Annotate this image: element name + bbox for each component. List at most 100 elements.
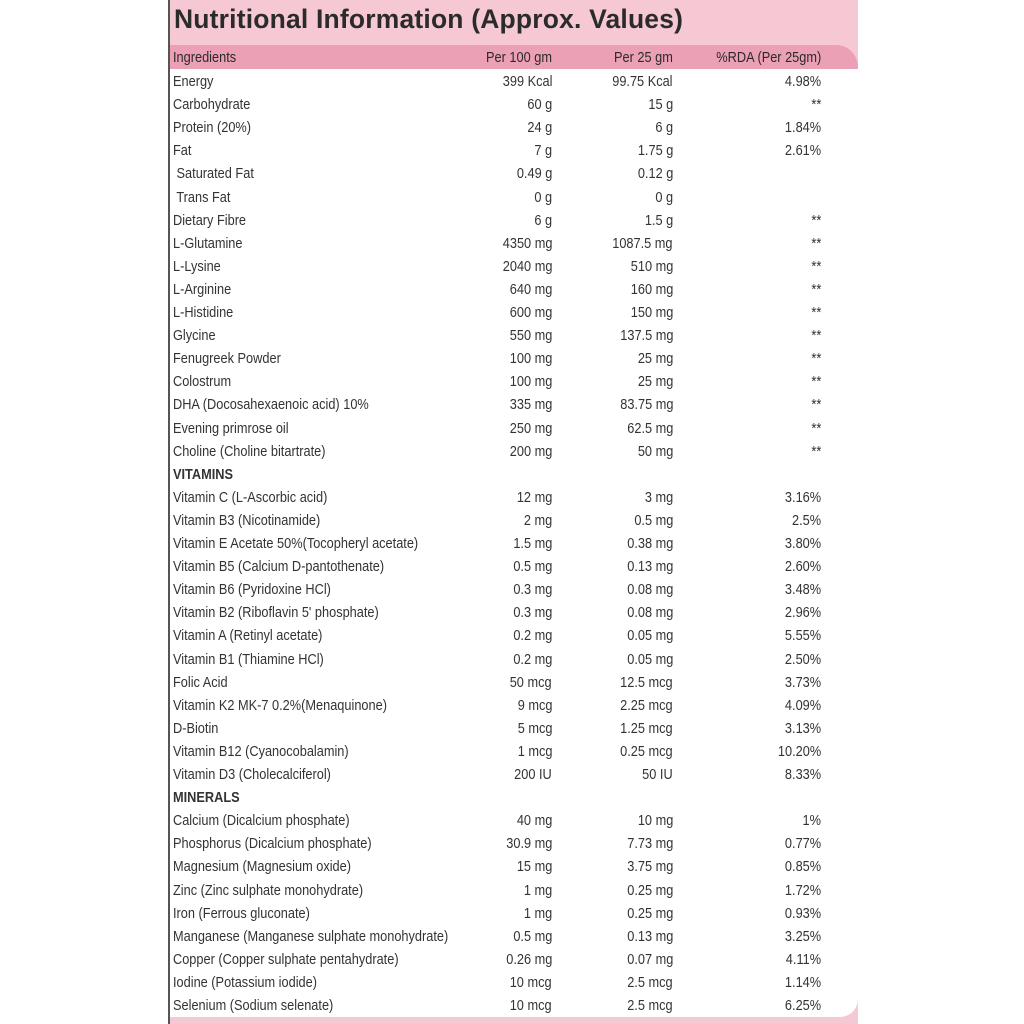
rda-value: 4.98% [784,74,821,90]
table-row: L-Lysine 2040 mg 510 mg ** [170,256,858,279]
per-25gm-value: 0.25 mg [626,882,673,899]
per-25gm-value: 25 mg [637,351,673,368]
per-100gm-value: 550 mg [509,328,552,345]
table-row: DHA (Docosahexaenoic acid) 10% 335 mg 83.7… [170,394,858,417]
per-100gm-value: 9 mcg [517,697,552,714]
table-row: Iodine (Potassium iodide) 10 mcg 2.5 mcg 1.… [170,972,858,995]
per-25gm-value: 83.75 mg [619,397,673,414]
per-25gm-value: 0.25 mcg [620,743,673,760]
ingredient-name: Glycine [173,328,216,345]
per-100gm-value: 4350 mg [502,235,552,252]
rda-value: 1% [802,813,821,830]
table-body [170,69,858,1017]
ingredient-name: Iodine (Potassium iodide) [173,974,317,991]
ingredient-name: Vitamin B3 (Nicotinamide) [173,512,321,529]
table-row: Calcium (Dicalcium phosphate) 40 mg 10 mg 1… [170,810,858,833]
ingredient-name: Vitamin D3 (Cholecalciferol) [173,767,331,783]
per-25gm-value: 25 mg [637,374,673,391]
ingredient-name: Vitamin B12 (Cyanocobalamin) [173,743,349,760]
per-100gm-value: 250 mg [509,420,552,437]
per-100gm-value: 335 mg [509,397,552,414]
per-100gm-value: 100 mg [509,351,552,368]
per-25gm-value: 0.05 mg [626,651,673,668]
ingredient-name: Vitamin A (Retinyl acetate) [173,628,323,645]
per-100gm-value: 399 Kcal [502,74,552,90]
per-100gm-value: 2040 mg [502,258,552,275]
per-100gm-value: 2 mg [523,512,552,529]
per-25gm-value: 137.5 mg [619,328,673,345]
per-25gm-value: 6 g [655,120,673,137]
rda-value: ** [811,97,821,114]
per-25gm-value: 1087.5 mg [612,235,673,252]
per-25gm-value: 50 mg [637,443,673,460]
ingredient-name: Vitamin B6 (Pyridoxine HCl) [173,582,331,599]
column-header-per-100gm: Per 100 gm [486,50,552,66]
table-row: Evening primrose oil 250 mg 62.5 mg ** [170,418,858,441]
ingredient-name: DHA (Docosahexaenoic acid) 10% [173,397,369,414]
rda-value: ** [811,235,821,252]
rda-value: ** [811,397,821,414]
table-row: Protein (20%) 24 g 6 g 1.84% [170,117,858,140]
rda-value: ** [811,328,821,345]
table-row: Vitamin B2 (Riboflavin 5' phosphate) 0.3 … [170,602,858,625]
per-100gm-value: 5 mcg [517,720,552,737]
rda-value: ** [811,443,821,460]
per-25gm-value: 7.73 mg [626,836,673,853]
ingredient-name: Vitamin B2 (Riboflavin 5' phosphate) [173,605,379,622]
ingredient-name: Saturated Fat [173,166,254,183]
table-row: L-Glutamine 4350 mg 1087.5 mg ** [170,233,858,256]
ingredient-name: Vitamin B1 (Thiamine HCl) [173,651,324,668]
ingredient-name: Magnesium (Magnesium oxide) [173,859,352,876]
table-row: Manganese (Manganese sulphate monohydrat… [170,926,858,949]
rda-value: 5.55% [784,628,821,645]
ingredient-name: Vitamin C (L-Ascorbic acid) [173,489,328,506]
per-25gm-value: 12.5 mcg [620,674,673,691]
per-25gm-value: 0.08 mg [626,605,673,622]
rda-value: 8.33% [784,767,821,783]
rda-value: 4.11% [785,951,821,968]
ingredient-name: Iron (Ferrous gluconate) [173,905,310,922]
rda-value: 3.13% [784,720,821,737]
rda-value: 2.60% [784,559,821,576]
per-25gm-value: 2.5 mcg [627,998,673,1014]
table-row: Vitamin D3 (Cholecalciferol) 200 IU 50 IU 8… [170,764,858,787]
per-25gm-value: 0.13 mg [626,928,673,945]
rda-value: 10.20% [777,743,821,760]
per-25gm-value: 150 mg [630,305,673,321]
ingredient-name: L-Glutamine [173,235,243,252]
rda-value: 2.50% [784,651,821,668]
table-row: Vitamin B3 (Nicotinamide) 2 mg 0.5 mg 2.5% [170,510,858,533]
per-25gm-value: 0.07 mg [626,951,673,968]
per-25gm-value: 99.75 Kcal [612,74,673,90]
table-row: Vitamin B1 (Thiamine HCl) 0.2 mg 0.05 mg 2.… [170,649,858,672]
rda-value: 1.84% [784,120,821,137]
rda-value: ** [811,258,821,275]
ingredient-name: Carbohydrate [173,97,251,114]
ingredient-name: Selenium (Sodium selenate) [173,998,334,1014]
table-row: Vitamin C (L-Ascorbic acid) 12 mg 3 mg 3.16… [170,487,858,510]
table-row: D-Biotin 5 mcg 1.25 mcg 3.13% [170,718,858,741]
per-25gm-value: 160 mg [630,281,673,298]
table-row: Magnesium (Magnesium oxide) 15 mg 3.75 mg 0… [170,856,858,879]
ingredient-name: Trans Fat [173,189,231,206]
rda-value: 3.25% [784,928,821,945]
rda-value: ** [811,351,821,368]
table-row: Iron (Ferrous gluconate) 1 mg 0.25 mg 0.93% [170,903,858,926]
rda-value: 4.09% [784,697,821,714]
per-25gm-value: 2.5 mcg [627,974,673,991]
rda-value: 3.73% [784,674,821,691]
ingredient-name: Phosphorus (Dicalcium phosphate) [173,836,372,853]
ingredient-name: Manganese (Manganese sulphate monohydrat… [173,928,449,945]
per-25gm-value: 3.75 mg [626,859,673,876]
ingredient-name: Colostrum [173,374,232,391]
ingredient-name: D-Biotin [173,720,219,737]
rda-value: 2.5% [791,512,821,529]
ingredient-name: Vitamin K2 MK-7 0.2%(Menaquinone) [173,697,387,714]
rda-value: ** [811,374,821,391]
per-25gm-value: 1.75 g [637,143,673,160]
ingredient-name: Choline (Choline bitartrate) [173,443,326,460]
rda-value: 1.72% [784,882,821,899]
rda-value: 2.61% [784,143,821,160]
per-100gm-value: 0.49 g [516,166,552,183]
ingredient-name: L-Arginine [173,281,232,298]
